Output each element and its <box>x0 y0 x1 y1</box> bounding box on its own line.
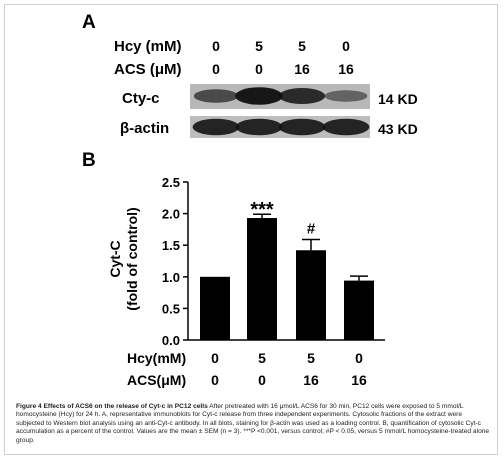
panel-a-label: A <box>82 12 96 33</box>
x-tick-label: 5 <box>307 350 315 366</box>
acs-value-lane-1: 0 <box>212 61 220 77</box>
figure-caption: Figure 4 Effects of ACS6 on the release … <box>16 403 490 445</box>
acs-value-lane-2: 0 <box>255 61 263 77</box>
hcy-value-lane-1: 0 <box>212 38 220 54</box>
actin-band-lane-4 <box>322 118 370 136</box>
significance-label-2: *** <box>250 199 274 221</box>
cytc-band-lane-4 <box>324 90 368 102</box>
y-axis-title-line1: Cyt-C <box>107 240 123 277</box>
caption-text: After pretreated with 16 μmol/L ACS6 for… <box>16 403 490 444</box>
caption-title: Figure 4 Effects of ACS6 on the release … <box>16 403 208 410</box>
bar-1 <box>200 276 230 340</box>
figure-frame <box>4 4 498 455</box>
x-row-label: Hcy(mM) <box>127 350 186 366</box>
cytc-band-lane-3 <box>278 88 326 104</box>
hcy-row-label: Hcy (mM) <box>114 38 182 55</box>
actin-band-lane-1 <box>192 118 240 136</box>
cytc-band-lane-2 <box>235 87 283 105</box>
acs-value-lane-4: 16 <box>338 61 354 77</box>
bar-2 <box>247 218 277 340</box>
band-label-cytc: Cty-c <box>122 90 160 107</box>
y-tick-label: 2.0 <box>162 207 180 222</box>
acs-row-label: ACS (μM) <box>114 61 182 78</box>
y-tick-label: 2.5 <box>162 175 180 190</box>
x-tick-label: 0 <box>258 372 266 388</box>
x-tick-label: 16 <box>351 372 367 388</box>
y-axis-title-line2: (fold of control) <box>124 207 140 310</box>
x-tick-label: 0 <box>355 350 363 366</box>
panel-b-label: B <box>82 150 96 171</box>
cytc-band-lane-1 <box>193 89 239 103</box>
actin-band-lane-3 <box>278 118 326 136</box>
western-blot <box>190 84 370 138</box>
size-label-cytc: 14 KD <box>378 91 418 107</box>
bar-chart: Cyt-C (fold of control) 0.0 0.5 1.0 1.5 2.0 2… <box>107 175 385 388</box>
significance-label-3: # <box>307 221 316 238</box>
y-tick-label: 1.0 <box>162 270 180 285</box>
size-label-actin: 43 KD <box>378 121 418 137</box>
hcy-value-lane-2: 5 <box>255 38 263 54</box>
y-tick-label: 0.5 <box>162 301 180 316</box>
y-tick-label: 1.5 <box>162 238 180 253</box>
bar-4 <box>344 280 374 340</box>
hcy-value-lane-3: 5 <box>298 38 306 54</box>
x-tick-label: 16 <box>303 372 319 388</box>
actin-band-lane-2 <box>235 118 283 136</box>
x-row-label: ACS(μM) <box>127 372 186 388</box>
x-tick-label: 5 <box>258 350 266 366</box>
bar-3 <box>296 250 326 340</box>
x-tick-label: 0 <box>211 350 219 366</box>
hcy-value-lane-4: 0 <box>342 38 350 54</box>
band-label-actin: β-actin <box>120 120 170 137</box>
y-tick-label: 0.0 <box>162 333 180 348</box>
x-tick-label: 0 <box>211 372 219 388</box>
acs-value-lane-3: 16 <box>294 61 310 77</box>
